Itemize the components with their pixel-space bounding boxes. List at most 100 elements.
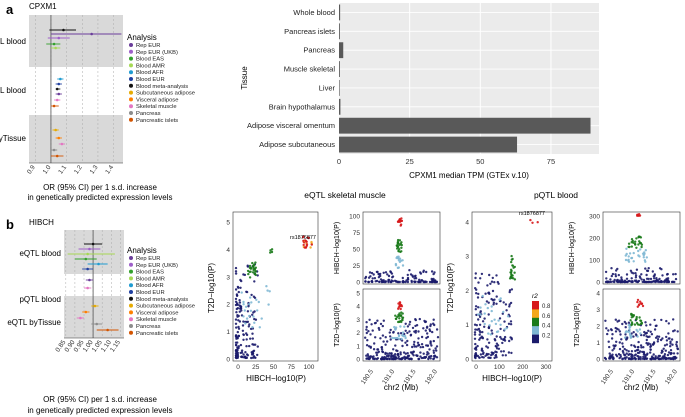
skm-bot-point	[394, 328, 397, 331]
skm-bot-point	[395, 336, 399, 340]
pqtl-top-point	[633, 242, 637, 246]
skm-scatter-point	[235, 326, 238, 329]
pqtl-top-point	[635, 268, 639, 271]
skm-top-point	[404, 280, 407, 284]
pqtl-top-point	[634, 276, 638, 279]
pqtl-top-point	[672, 273, 675, 276]
skm-scatter-point	[237, 325, 240, 329]
pqtl-scatter-point	[502, 310, 505, 314]
pqtl-scatter-point	[473, 333, 477, 336]
pqtl-bot-frame	[602, 288, 681, 362]
skm-top-point	[430, 270, 434, 273]
pqtl-scatter-point	[481, 294, 484, 298]
skm-scatter-point	[254, 261, 257, 264]
pqtl-top-point	[620, 280, 623, 284]
pqtl-scatter-point	[510, 276, 514, 280]
pqtl-scatter-point	[507, 322, 511, 325]
skm-scatter-point	[234, 288, 238, 291]
pqtl-scatter-point	[492, 301, 496, 304]
skm-top-point	[379, 272, 382, 276]
skm-top-point	[400, 241, 403, 244]
pqtl-bot-point	[632, 314, 635, 317]
pqtl-scatter-point	[478, 333, 481, 336]
skm-scatter-point	[254, 318, 258, 321]
skm-scatter-x-tick-label: 50	[270, 364, 278, 371]
pqtl-bot-point	[636, 330, 639, 333]
pqtl-scatter-point	[489, 333, 492, 336]
skm-bot-point	[366, 339, 369, 342]
skm-bot-point	[397, 306, 400, 309]
pqtl-bot-point	[669, 345, 672, 348]
panel-a-forest-plot: 0.9 1.0 1.1 1.2 1.3 1.4 eQTL blood pQTL blood…	[0, 15, 172, 202]
pqtl-bot-point	[624, 322, 628, 325]
skm-chr-label: chr2 (Mb)	[384, 383, 419, 392]
skm-top-point	[396, 241, 399, 245]
skm-scatter-point	[235, 293, 239, 296]
pqtl-bot-point	[639, 344, 643, 347]
pqtl-scatter-y-tick-label: 4	[465, 219, 469, 226]
skm-scatter-point	[237, 334, 241, 338]
legend-swatch	[129, 104, 133, 109]
skm-top-point	[397, 250, 400, 253]
skm-top-point	[413, 277, 416, 280]
pqtl-bot-point	[657, 354, 660, 358]
skm-scatter-y-tick-label: 2	[226, 302, 230, 309]
skm-scatter-y-tick-label: 4	[226, 247, 230, 254]
pqtl-scatter-point	[495, 274, 498, 277]
pqtl-top-point	[651, 270, 654, 273]
pqtl-bot-point	[630, 334, 633, 338]
pqtl-bot-point	[628, 328, 631, 331]
pqtl-bot-point	[653, 328, 657, 331]
skm-scatter-point	[248, 264, 252, 268]
forest-a-band-pqtl	[29, 67, 123, 115]
skm-bot-point	[372, 348, 376, 351]
pqtl-scatter-point	[487, 341, 491, 344]
skm-top-point	[399, 259, 403, 262]
pqtl-scatter-point	[495, 302, 498, 305]
pqtl-bot-point	[617, 319, 621, 322]
skm-bot-point	[394, 344, 397, 347]
legend-label: Visceral adipose	[136, 310, 178, 316]
pqtl-bot-point	[662, 355, 665, 358]
pqtl-top-point	[643, 251, 646, 254]
pqtl-top-point	[612, 280, 615, 283]
skm-bot-point	[404, 352, 407, 355]
pqtl-bot-point	[614, 318, 617, 321]
skm-top-point	[400, 250, 403, 253]
fa-point	[57, 92, 61, 96]
skm-scatter-point	[250, 301, 253, 304]
skm-bot-point	[389, 338, 392, 341]
fa-point	[52, 148, 56, 152]
fb-point	[88, 247, 91, 251]
pqtl-bot-point	[621, 357, 625, 360]
skm-bot-point	[367, 330, 370, 333]
pqtl-bot-point	[619, 333, 622, 336]
skm-scatter-point	[251, 313, 254, 316]
r2-tick-label: 0.2	[542, 333, 551, 339]
pqtl-top-y-tick-label: 0	[596, 280, 600, 287]
pqtl-top-point	[637, 243, 640, 246]
skm-top-point	[373, 277, 377, 280]
pqtl-scatter-point	[505, 309, 508, 312]
legend-label: Rep EUR (UKB)	[136, 50, 178, 56]
skm-bot-point	[364, 336, 367, 339]
skm-top-point	[389, 280, 392, 284]
skm-bot-point	[417, 343, 421, 347]
pqtl-scatter-point	[476, 328, 479, 331]
skm-top-point	[434, 280, 437, 284]
skm-bot-point	[390, 352, 393, 356]
pqtl-bot-point	[625, 352, 628, 355]
pqtl-scatter-point	[479, 313, 482, 316]
skm-scatter-point	[242, 303, 245, 306]
skm-top-point	[390, 272, 394, 275]
skm-scatter-point	[265, 285, 268, 288]
pqtl-bot-point	[639, 319, 642, 322]
pqtl-bot-point	[647, 329, 650, 332]
skm-top-point	[410, 280, 413, 284]
skm-bot-point	[413, 345, 416, 348]
pqtl-top-point	[610, 274, 613, 278]
skm-bot-point	[404, 336, 407, 340]
pqtl-bot-point	[650, 333, 654, 336]
skm-bot-point	[380, 346, 384, 349]
skm-scatter-point	[240, 291, 243, 294]
